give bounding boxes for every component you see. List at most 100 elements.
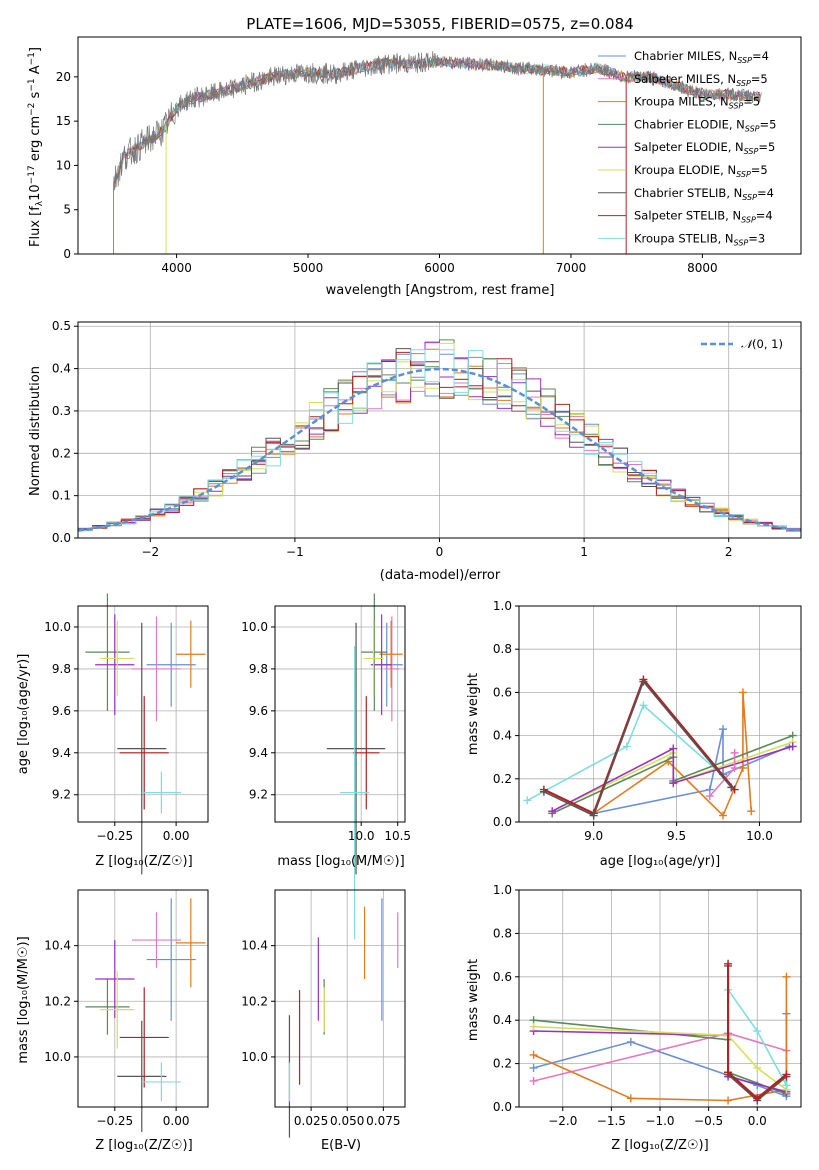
weight-line-salpeter_stelib — [543, 677, 736, 815]
panel7-xtick-label-2: −1.0 — [645, 1114, 674, 1128]
panel2-ytick-label-3: 9.8 — [52, 662, 71, 676]
mass-age-xlabel: mass [log₁₀(M/M☉)] — [277, 854, 404, 869]
weight-point-salpeter_miles — [529, 1076, 538, 1085]
spectrum-xtick-label-4: 8000 — [687, 261, 718, 275]
spectrum-ytick-label-0: 0 — [63, 247, 71, 261]
panel2-xtick-label-1: 0.00 — [163, 829, 190, 843]
panel7-xtick-label-3: −0.5 — [694, 1114, 723, 1128]
panel4-xtick-label-2: 10.0 — [746, 829, 773, 843]
weight-point-kroupa_miles — [738, 688, 747, 697]
spectrum-ylabel: Flux [fλ10−17 erg cm−2 s−1 A−1] — [27, 47, 45, 247]
panel3-xtick-label-0: 10.0 — [348, 829, 375, 843]
z-weight-xlabel: Z [log₁₀(Z/Z☉)] — [611, 1138, 708, 1153]
z-mass-ylabel: mass [log₁₀(M/M☉)] — [16, 936, 31, 1063]
weight-point-salpeter_stelib — [724, 959, 733, 968]
panel7-xtick-label-4: 0.0 — [748, 1114, 767, 1128]
spectrum-observed — [113, 51, 762, 191]
legend-label-chabrier_miles: Chabrier MILES, NSSP=4 — [634, 49, 769, 65]
panel5-ytick-label-0: 10.0 — [44, 1050, 71, 1064]
z-weight-panel: −2.0 −1.5 −1.0 −0.5 0.0 0.0 0.2 0.4 0.6 0.8 1.0 Z … — [466, 883, 802, 1153]
weight-point-kroupa_elodie — [753, 1063, 762, 1072]
weight-point-salpeter_stelib — [724, 1068, 733, 1077]
panel4-ytick-label-5: 1.0 — [493, 599, 512, 613]
weight-point-salpeter_miles — [730, 748, 739, 757]
residual-legend: 𝒩(0, 1) — [701, 337, 783, 351]
residual-ytick-label-1: 0.1 — [52, 489, 71, 503]
z-age-xlabel: Z [log₁₀(Z/Z☉)] — [95, 854, 192, 869]
weight-point-chabrier_stelib — [639, 677, 648, 686]
panel2-ytick-label-4: 10.0 — [44, 620, 71, 634]
residual-xtick-label-0: −2 — [141, 545, 159, 559]
panel4-ytick-label-2: 0.4 — [493, 729, 512, 743]
panel5-ytick-label-2: 10.4 — [44, 939, 71, 953]
spectrum-lines — [112, 51, 762, 254]
z-weight-ylabel: mass weight — [466, 959, 481, 1041]
weight-point-kroupa_stelib — [523, 796, 532, 805]
residual-panel: −2 −1 0 1 2 0.0 0.1 0.2 0.3 0.4 0.5 (data-model)/e… — [28, 319, 802, 583]
z-mass-panel: −0.25 0.00 10.0 10.2 10.4 Z [log₁₀(Z/Z☉)] ma… — [16, 889, 209, 1153]
panel6-ytick-label-1: 10.2 — [241, 994, 268, 1008]
panel5-xtick-label-1: 0.00 — [163, 1114, 190, 1128]
weight-line-salpeter_elodie — [551, 745, 793, 812]
weight-point-chabrier_stelib — [589, 811, 598, 820]
weight-point-salpeter_elodie — [548, 807, 557, 816]
weight-point-kroupa_miles — [724, 1096, 733, 1105]
age-weight-panel: 9.0 9.5 10.0 0.0 0.2 0.4 0.6 0.8 1.0 age [log₁₀(… — [466, 599, 802, 869]
weight-point-salpeter_elodie — [669, 744, 678, 753]
panel2-xtick-label-0: −0.25 — [96, 829, 133, 843]
residual-xtick-label-1: −1 — [286, 545, 304, 559]
weight-point-chabrier_miles — [626, 1037, 635, 1046]
panel5-xtick-label-0: −0.25 — [96, 1114, 133, 1128]
spectrum-xtick-label-2: 6000 — [424, 261, 455, 275]
age-weight-ylabel: mass weight — [466, 673, 481, 755]
histogram-kroupa_stelib — [78, 349, 801, 531]
panel3-ytick-label-1: 9.4 — [249, 746, 268, 760]
spectrum-xtick-label-1: 5000 — [293, 261, 324, 275]
panel7-xtick-label-1: −1.5 — [597, 1114, 626, 1128]
ebv-mass-panel: 0.025 0.050 0.075 10.0 10.2 10.4 E(B-V) — [241, 889, 406, 1153]
z-age-ylabel: age [log₁₀(age/yr)] — [16, 654, 31, 775]
weight-line-salpeter_stelib — [727, 963, 788, 1100]
weight-point-salpeter_elodie — [788, 742, 797, 751]
weight-line-kroupa_elodie — [533, 1025, 787, 1091]
weight-line-chabrier_elodie — [551, 734, 793, 815]
age-weight-xlabel: age [log₁₀(age/yr)] — [600, 854, 721, 869]
spectrum-frame — [77, 36, 802, 255]
panel4-ytick-label-0: 0.0 — [493, 815, 512, 829]
weight-point-kroupa_miles — [738, 764, 747, 772]
panel3-ytick-label-0: 9.2 — [249, 788, 268, 802]
ebv-mass-xlabel: E(B-V) — [321, 1138, 361, 1153]
residual-xtick-label-4: 2 — [725, 545, 733, 559]
spectrum-ytick-label-2: 10 — [56, 158, 71, 172]
weight-point-salpeter_miles — [705, 792, 714, 801]
spectrum-ytick-label-4: 20 — [56, 70, 71, 84]
residual-xtick-label-3: 1 — [580, 545, 588, 559]
spectrum-xtick-label-0: 4000 — [161, 261, 192, 275]
spectrum-ytick-label-3: 15 — [56, 114, 71, 128]
weight-line-chabrier_stelib — [543, 680, 732, 817]
legend-label-chabrier_stelib: Chabrier STELIB, NSSP=4 — [634, 186, 774, 202]
spectrum-legend: Chabrier MILES, NSSP=4 Salpeter MILES, NS… — [598, 49, 776, 247]
z-mass-xlabel: Z [log₁₀(Z/Z☉)] — [95, 1138, 192, 1153]
panel4-ytick-label-4: 0.8 — [493, 642, 512, 656]
mass-age-panel: 10.0 10.5 9.2 9.4 9.6 9.8 10.0 mass [log₁₀(M/M… — [241, 593, 411, 940]
panel4-xtick-label-0: 9.0 — [584, 829, 603, 843]
panel3-ytick-label-3: 9.8 — [249, 662, 268, 676]
panel6-xtick-label-1: 0.050 — [330, 1114, 364, 1128]
legend-label-chabrier_elodie: Chabrier ELODIE, NSSP=5 — [634, 117, 776, 133]
legend-label-kroupa_elodie: Kroupa ELODIE, NSSP=5 — [634, 163, 768, 179]
panel7-ytick-label-1: 0.2 — [493, 1057, 512, 1071]
spectrum-panel: PLATE=1606, MJD=53055, FIBERID=0575, z=0… — [27, 15, 802, 298]
panel7-ytick-label-3: 0.6 — [493, 970, 512, 984]
weight-point-kroupa_miles — [782, 972, 791, 981]
legend-label-kroupa_miles: Kroupa MILES, NSSP=5 — [634, 95, 760, 111]
weight-point-kroupa_miles — [719, 811, 728, 820]
panel6-ytick-label-2: 10.4 — [241, 939, 268, 953]
histogram-chabrier_stelib — [78, 348, 801, 531]
weight-point-chabrier_stelib — [539, 787, 548, 796]
weight-line-chabrier_miles — [593, 728, 790, 815]
residual-ytick-label-0: 0.0 — [52, 531, 71, 545]
z-age-panel: −0.25 0.00 9.2 9.4 9.6 9.8 10.0 Z [log₁₀(Z/Z☉)… — [16, 593, 209, 875]
weight-point-kroupa_miles — [529, 1050, 538, 1059]
